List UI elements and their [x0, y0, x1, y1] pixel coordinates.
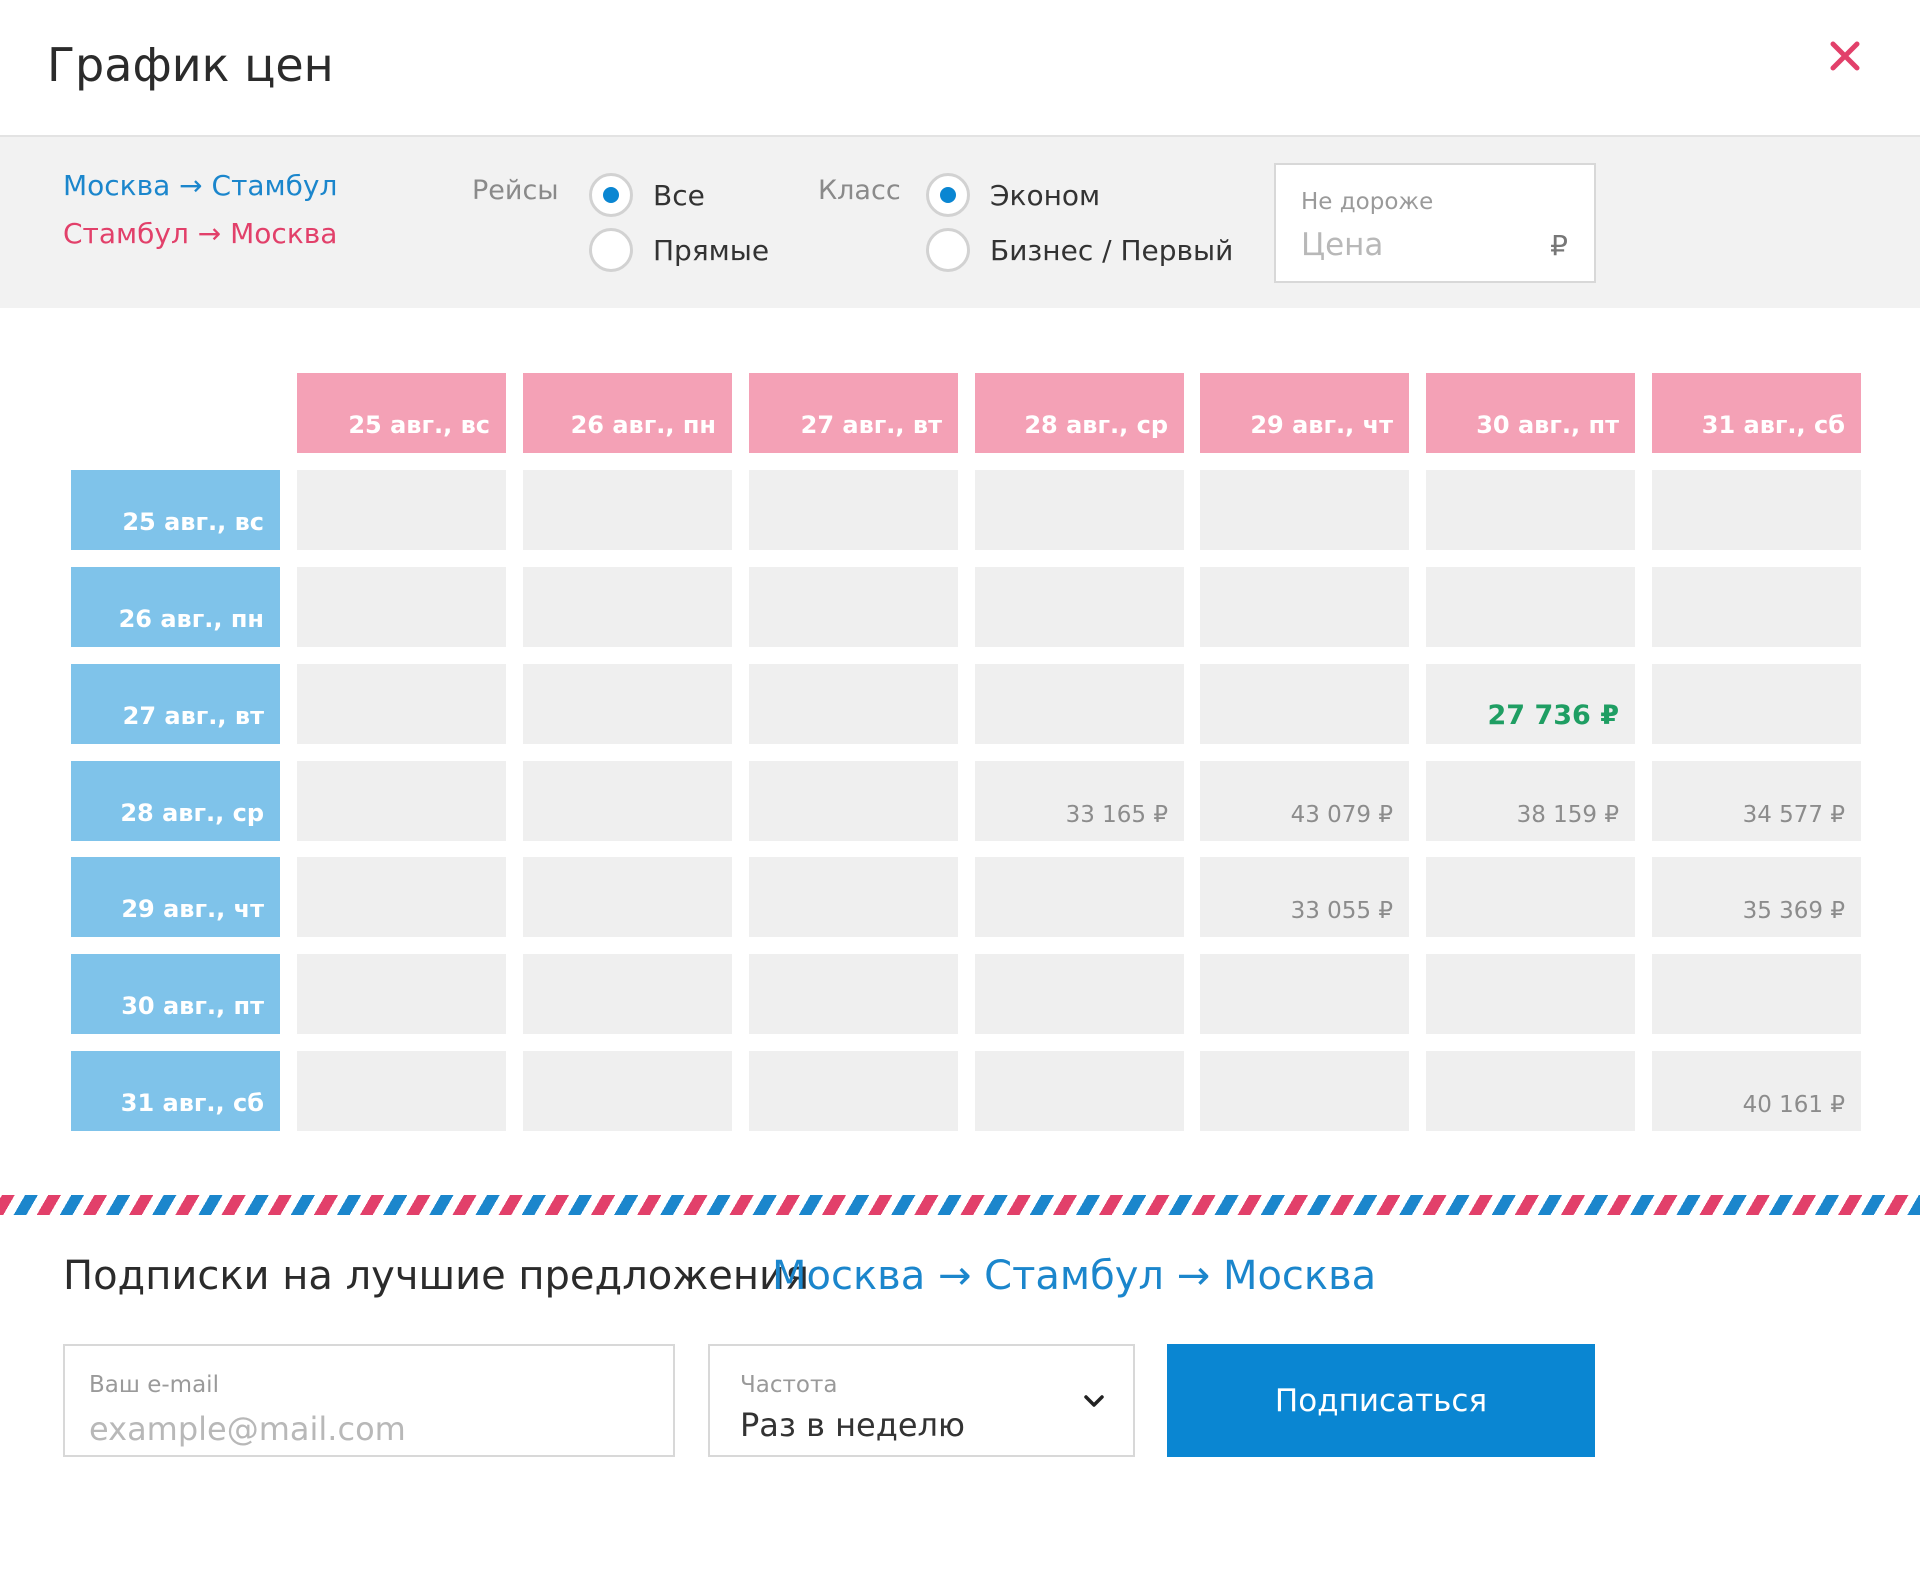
subscribe-button[interactable]: Подписаться: [1167, 1344, 1595, 1457]
empty-cell: [975, 954, 1184, 1034]
radio-checked-icon: [589, 173, 633, 217]
empty-cell: [523, 664, 732, 744]
column-header-date: 28 авг., ср: [975, 373, 1184, 453]
price-cell[interactable]: 33 055 ₽: [1200, 857, 1409, 937]
column-header-date: 31 авг., сб: [1652, 373, 1861, 453]
empty-cell: [1200, 470, 1409, 550]
empty-cell: [297, 470, 506, 550]
column-header-date: 30 авг., пт: [1426, 373, 1635, 453]
empty-cell: [1426, 470, 1635, 550]
frequency-value: Раз в неделю: [740, 1406, 965, 1444]
email-input[interactable]: [89, 1408, 649, 1450]
subscription-route: Москва → Стамбул → Москва: [772, 1253, 1377, 1299]
empty-cell: [523, 954, 732, 1034]
close-icon[interactable]: [1825, 36, 1865, 76]
row-header-date: 27 авг., вт: [71, 664, 280, 744]
empty-cell: [975, 1051, 1184, 1131]
empty-cell: [297, 567, 506, 647]
price-cell[interactable]: 40 161 ₽: [1652, 1051, 1861, 1131]
email-caption: Ваш e-mail: [89, 1372, 219, 1398]
empty-cell: [523, 567, 732, 647]
empty-cell: [297, 1051, 506, 1131]
row-header-date: 28 авг., ср: [71, 761, 280, 841]
chevron-down-icon: [1084, 1395, 1104, 1407]
airmail-divider: [0, 1195, 1920, 1215]
empty-cell: [1426, 567, 1635, 647]
empty-cell: [975, 567, 1184, 647]
empty-cell: [523, 857, 732, 937]
row-header-date: 25 авг., вс: [71, 470, 280, 550]
empty-cell: [297, 857, 506, 937]
empty-cell: [297, 954, 506, 1034]
empty-cell: [975, 470, 1184, 550]
row-header-date: 31 авг., сб: [71, 1051, 280, 1131]
empty-cell: [975, 857, 1184, 937]
price-cell[interactable]: 27 736 ₽: [1426, 664, 1635, 744]
max-price-caption: Не дороже: [1301, 189, 1434, 215]
price-cell[interactable]: 38 159 ₽: [1426, 761, 1635, 841]
row-header-date: 30 авг., пт: [71, 954, 280, 1034]
radio-class-business[interactable]: Бизнес / Первый: [926, 228, 1233, 272]
page-title: График цен: [47, 38, 334, 92]
ruble-icon: ₽: [1550, 229, 1568, 262]
radio-flights-all[interactable]: Все: [589, 173, 705, 217]
max-price-input[interactable]: [1301, 225, 1531, 265]
frequency-select[interactable]: Частота Раз в неделю: [708, 1344, 1135, 1457]
empty-cell: [523, 1051, 732, 1131]
empty-cell: [1652, 664, 1861, 744]
column-header-date: 29 авг., чт: [1200, 373, 1409, 453]
empty-cell: [749, 954, 958, 1034]
radio-label: Эконом: [990, 178, 1101, 212]
empty-cell: [523, 761, 732, 841]
empty-cell: [1200, 567, 1409, 647]
row-header-date: 26 авг., пн: [71, 567, 280, 647]
empty-cell: [749, 567, 958, 647]
price-cell[interactable]: 33 165 ₽: [975, 761, 1184, 841]
class-label: Класс: [818, 175, 901, 206]
filter-bar: Москва → Стамбул Стамбул → Москва Рейсы …: [0, 137, 1920, 308]
price-cell[interactable]: 34 577 ₽: [1652, 761, 1861, 841]
column-header-date: 27 авг., вт: [749, 373, 958, 453]
empty-cell: [1652, 954, 1861, 1034]
price-cell[interactable]: 35 369 ₽: [1652, 857, 1861, 937]
modal-header: График цен: [0, 0, 1920, 137]
radio-checked-icon: [926, 173, 970, 217]
radio-class-economy[interactable]: Эконом: [926, 173, 1100, 217]
radio-label: Прямые: [653, 233, 770, 267]
row-header-date: 29 авг., чт: [71, 857, 280, 937]
max-price-field[interactable]: Не дороже ₽: [1274, 163, 1596, 283]
route-return-link[interactable]: Стамбул → Москва: [63, 217, 338, 250]
empty-cell: [297, 664, 506, 744]
empty-cell: [1200, 664, 1409, 744]
radio-label: Бизнес / Первый: [990, 233, 1234, 267]
empty-cell: [1652, 567, 1861, 647]
empty-cell: [297, 761, 506, 841]
flights-label: Рейсы: [472, 175, 559, 206]
empty-cell: [975, 664, 1184, 744]
empty-cell: [1426, 954, 1635, 1034]
price-cell[interactable]: 43 079 ₽: [1200, 761, 1409, 841]
email-field[interactable]: Ваш e-mail: [63, 1344, 675, 1457]
column-header-date: 25 авг., вс: [297, 373, 506, 453]
empty-cell: [1200, 1051, 1409, 1131]
empty-cell: [1426, 1051, 1635, 1131]
empty-cell: [749, 857, 958, 937]
radio-unchecked-icon: [589, 228, 633, 272]
empty-cell: [523, 470, 732, 550]
empty-cell: [1652, 470, 1861, 550]
route-outbound-link[interactable]: Москва → Стамбул: [63, 169, 338, 202]
empty-cell: [1426, 857, 1635, 937]
column-header-date: 26 авг., пн: [523, 373, 732, 453]
empty-cell: [749, 761, 958, 841]
subscription-title: Подписки на лучшие предложения: [63, 1253, 810, 1299]
radio-unchecked-icon: [926, 228, 970, 272]
empty-cell: [749, 470, 958, 550]
radio-flights-direct[interactable]: Прямые: [589, 228, 769, 272]
empty-cell: [749, 1051, 958, 1131]
frequency-caption: Частота: [740, 1372, 838, 1398]
empty-cell: [1200, 954, 1409, 1034]
radio-label: Все: [653, 178, 705, 212]
empty-cell: [749, 664, 958, 744]
